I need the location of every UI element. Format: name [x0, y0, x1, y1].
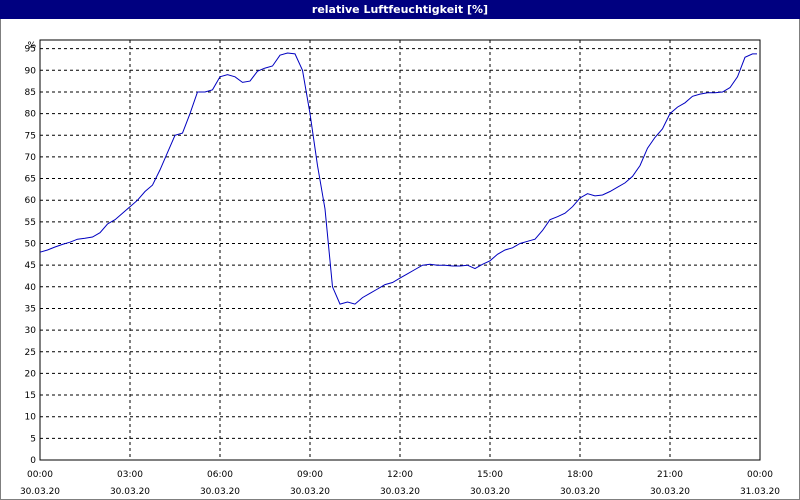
humidity-series-line — [39, 52, 757, 305]
y-tick-label: 10 — [25, 413, 37, 423]
y-tick-label: 15 — [25, 391, 36, 401]
x-tick-time-label: 06:00 — [207, 470, 233, 480]
y-tick-label: 55 — [25, 218, 36, 228]
x-tick-time-label: 09:00 — [297, 470, 323, 480]
chart-title: relative Luftfeuchtigkeit [%] — [0, 0, 800, 19]
y-tick-label: 35 — [25, 304, 36, 314]
y-tick-label: 90 — [25, 66, 37, 76]
x-tick-date-label: 30.03.20 — [290, 487, 330, 497]
x-tick-date-label: 30.03.20 — [20, 487, 60, 497]
y-tick-label: 70 — [25, 153, 37, 163]
grid-lines — [40, 40, 760, 460]
y-tick-label: 85 — [25, 88, 36, 98]
x-tick-date-label: 30.03.20 — [380, 487, 420, 497]
x-tick-time-label: 21:00 — [657, 470, 683, 480]
x-tick-date-label: 30.03.20 — [470, 487, 510, 497]
x-tick-time-label: 00:00 — [747, 470, 773, 480]
y-tick-label: 40 — [25, 283, 37, 293]
x-tick-time-label: 12:00 — [387, 470, 413, 480]
x-tick-date-label: 31.03.20 — [740, 487, 780, 497]
x-axis-ticks: 00:00 30.03.20 03:00 30.03.20 06:00 30.03.20 0… — [20, 470, 780, 497]
y-axis-ticks: 0 5 10 15 20 25 30 35 40 45 50 55 60 65 70 75 80 85 90 95 — [25, 45, 37, 466]
x-tick-date-label: 30.03.20 — [200, 487, 240, 497]
y-tick-label: 45 — [25, 261, 36, 271]
x-tick-date-label: 30.03.20 — [560, 487, 600, 497]
y-tick-label: 75 — [25, 131, 36, 141]
y-tick-label: 20 — [25, 369, 37, 379]
y-tick-label: 50 — [25, 240, 37, 250]
x-tick-time-label: 00:00 — [27, 470, 53, 480]
y-tick-label: 30 — [25, 326, 37, 336]
x-tick-date-label: 30.03.20 — [650, 487, 690, 497]
y-tick-label: 0 — [30, 456, 36, 466]
y-tick-label: 5 — [30, 434, 36, 444]
x-tick-date-label: 30.03.20 — [110, 487, 150, 497]
y-tick-label: 25 — [25, 348, 36, 358]
x-tick-time-label: 18:00 — [567, 470, 593, 480]
y-tick-label: 80 — [25, 110, 37, 120]
x-tick-time-label: 15:00 — [477, 470, 503, 480]
y-tick-label: 60 — [25, 196, 37, 206]
y-tick-label: 65 — [25, 175, 36, 185]
y-axis-unit-label: % — [27, 41, 36, 51]
y-tick-label: 95 — [25, 45, 36, 55]
x-tick-time-label: 03:00 — [117, 470, 143, 480]
